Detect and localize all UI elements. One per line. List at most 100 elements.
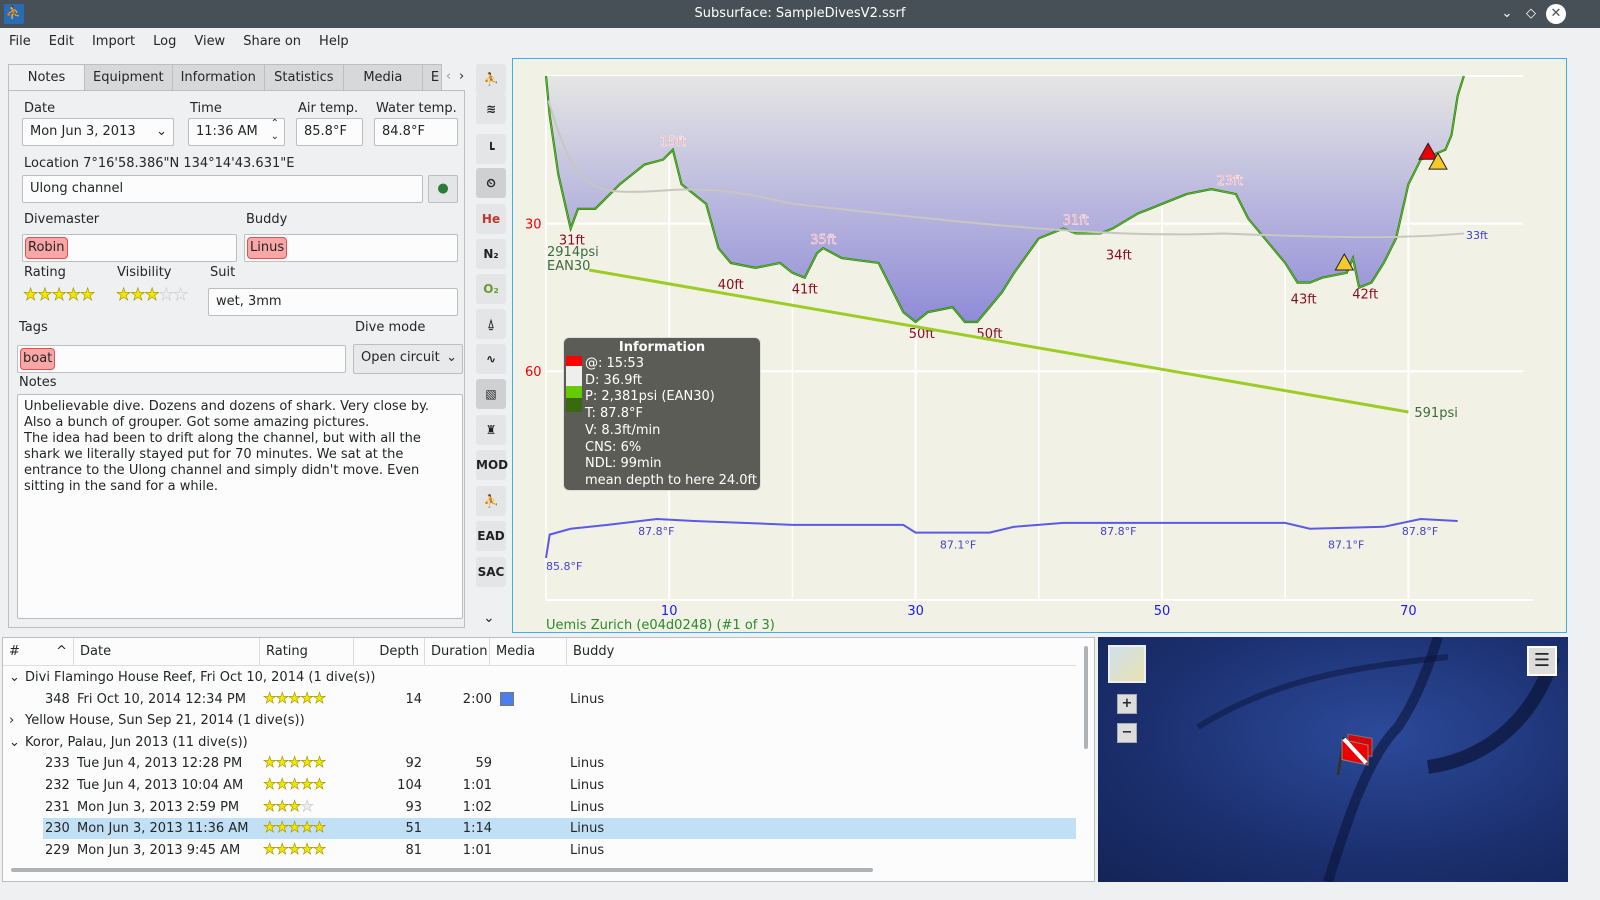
tab-statistics[interactable]: Statistics — [263, 64, 344, 91]
rating-stars[interactable]: ★★★★★ — [23, 285, 96, 306]
dive-number: 233 — [45, 756, 70, 772]
depth-label: 42ft — [1352, 288, 1378, 303]
zoom-out-button[interactable]: − — [1117, 723, 1137, 743]
information-box[interactable]: Information @: 15:53 D: 36.9ft P: 2,381psi… — [563, 337, 761, 491]
dive-row[interactable]: 233 Tue Jun 4, 2013 12:28 PM ★★★★★ 92 59 Linu… — [3, 753, 1076, 774]
tab-scroll-left-icon[interactable]: ‹ — [445, 69, 452, 84]
tank-switch-icon[interactable]: ♜ — [476, 415, 506, 445]
tags-field[interactable]: boat — [17, 345, 346, 373]
col-number[interactable]: # ^ — [3, 638, 74, 665]
dive-site-flag-icon[interactable] — [1330, 727, 1378, 777]
tab-more[interactable]: E — [421, 64, 442, 91]
dive-rating-stars: ★★★★★ — [263, 818, 327, 837]
dive-map[interactable]: + − ☰ — [1098, 637, 1568, 882]
ceiling-icon[interactable]: ≋ — [476, 94, 506, 124]
location-field[interactable]: Ulong channel — [22, 175, 423, 203]
trip-row[interactable]: ⌄ Koror, Palau, Jun 2013 (11 dive(s)) — [3, 732, 1076, 753]
dive-row[interactable]: 231 Mon Jun 3, 2013 2:59 PM ★★★ ★ ★ 93 1:02 Lin… — [3, 796, 1076, 818]
expanded-arrow-icon[interactable]: ⌄ — [9, 734, 20, 750]
ruler-icon[interactable]: ∿ — [476, 344, 506, 374]
x-tick-label: 70 — [1400, 604, 1417, 619]
col-depth[interactable]: Depth — [354, 638, 425, 665]
toggle-sac-button[interactable]: SAC — [476, 557, 506, 587]
divemaster-field[interactable]: Robin — [22, 234, 237, 262]
dive-depth: 51 — [405, 821, 422, 837]
menu-share[interactable]: Share on — [243, 34, 302, 49]
buddy-field[interactable]: Linus — [244, 234, 458, 262]
trip-row[interactable]: ⌄ Divi Flamingo House Reef, Fri Oct 10, 2… — [3, 667, 1076, 688]
zoom-in-button[interactable]: + — [1117, 694, 1137, 714]
notes-textarea[interactable]: Unbelievable dive. Dozens and dozens of … — [17, 394, 463, 619]
dive-number: 230 — [45, 821, 70, 837]
dive-row[interactable]: 229 Mon Jun 3, 2013 9:45 AM ★★★★★ 81 1:01 Lin… — [3, 839, 1076, 861]
maximize-icon[interactable]: ◇ — [1526, 6, 1536, 21]
expanded-arrow-icon[interactable]: ⌄ — [9, 670, 20, 685]
col-media[interactable]: Media — [490, 638, 567, 665]
toggle-n2-button[interactable]: N₂ — [476, 239, 506, 269]
dive-mode-value: Open circuit — [361, 350, 440, 365]
col-date[interactable]: Date — [74, 638, 260, 665]
warning-icon — [1428, 152, 1448, 170]
water-temp-field[interactable]: 84.8°F — [374, 118, 458, 146]
profile-icon[interactable]: ⛹ — [476, 64, 506, 94]
col-duration[interactable]: Duration — [425, 638, 490, 665]
time-spinbox[interactable]: 11:36 AM ⌃ ⌄ — [188, 118, 285, 146]
globe-icon: ● — [437, 181, 449, 196]
visibility-stars[interactable]: ★★★★★ — [116, 285, 189, 306]
ndl-tts-icon[interactable]: ⛹ — [476, 486, 506, 516]
scale-icon[interactable]: ⍙ — [476, 309, 506, 339]
menu-log[interactable]: Log — [153, 34, 177, 49]
dive-row[interactable]: 230 Mon Jun 3, 2013 11:36 AM ★★★★★ 51 1:14 Li… — [43, 818, 1076, 840]
tab-notes[interactable]: Notes — [8, 64, 85, 91]
dive-number: 231 — [45, 799, 70, 815]
toggle-mod-button[interactable]: MOD — [476, 450, 508, 480]
trip-title: Divi Flamingo House Reef, Fri Oct 10, 20… — [25, 670, 376, 685]
map-menu-icon[interactable]: ☰ — [1527, 646, 1557, 676]
dive-row[interactable]: 348 Fri Oct 10, 2014 12:34 PM ★★★★★ 14 2:00 L… — [3, 688, 1076, 710]
media-icon[interactable] — [500, 691, 514, 706]
depth-label: 23ft — [1217, 174, 1243, 189]
menu-help[interactable]: Help — [319, 34, 349, 49]
toggle-he-button[interactable]: He — [476, 204, 506, 234]
close-icon[interactable]: ✕ — [1546, 4, 1566, 24]
dive-row[interactable]: 232 Tue Jun 4, 2013 10:04 AM ★★★★★ 104 1:01 L… — [3, 775, 1076, 796]
time-value: 11:36 AM — [196, 124, 258, 139]
map-overview-thumbnail[interactable] — [1108, 645, 1146, 683]
location-globe-button[interactable]: ● — [428, 175, 458, 203]
toolbar-expand-icon[interactable]: ⌄ — [483, 610, 495, 626]
menu-file[interactable]: File — [9, 34, 31, 49]
spin-arrows-icon[interactable]: ⌃ ⌄ — [270, 118, 279, 142]
pressure-end-label: 591psi — [1414, 406, 1457, 421]
tab-equipment[interactable]: Equipment — [84, 64, 173, 91]
date-picker[interactable]: Mon Jun 3, 2013 ⌄ — [22, 118, 174, 146]
calc-ceiling-icon[interactable]: ┗ — [476, 134, 506, 164]
minimize-icon[interactable]: ⌄ — [1501, 6, 1513, 21]
pressure-line — [588, 268, 1409, 414]
menu-import[interactable]: Import — [91, 34, 136, 49]
tab-scroll-right-icon[interactable]: › — [459, 69, 465, 84]
menu-view[interactable]: View — [194, 34, 226, 49]
deco-icon[interactable]: ⏲ — [476, 168, 506, 198]
info-line: NDL: 99min — [585, 456, 662, 472]
photos-icon[interactable]: ▧ — [476, 379, 506, 409]
suit-label: Suit — [210, 265, 236, 280]
dive-depth: 93 — [405, 799, 422, 815]
vertical-scrollbar[interactable] — [1084, 646, 1088, 749]
menu-edit[interactable]: Edit — [48, 34, 74, 49]
collapsed-arrow-icon[interactable]: › — [9, 713, 15, 729]
col-buddy[interactable]: Buddy — [567, 638, 1076, 665]
suit-field[interactable]: wet, 3mm — [208, 288, 458, 316]
toggle-o2-button[interactable]: O₂ — [476, 274, 506, 304]
dive-mode-select[interactable]: Open circuit ⌄ — [353, 344, 463, 374]
col-rating[interactable]: Rating — [260, 638, 354, 665]
depth-label: 40ft — [718, 278, 744, 293]
depth-area — [546, 76, 1464, 322]
air-temp-field[interactable]: 85.8°F — [296, 118, 363, 146]
trip-row[interactable]: › Yellow House, Sun Sep 21, 2014 (1 dive(… — [3, 710, 1076, 731]
toggle-ead-button[interactable]: EAD — [476, 521, 506, 551]
tab-information[interactable]: Information — [171, 64, 265, 91]
dive-date: Tue Jun 4, 2013 10:04 AM — [77, 778, 244, 793]
horizontal-scrollbar[interactable] — [11, 868, 873, 872]
tab-media[interactable]: Media — [342, 64, 423, 91]
depth-label: 15ft — [660, 135, 686, 150]
